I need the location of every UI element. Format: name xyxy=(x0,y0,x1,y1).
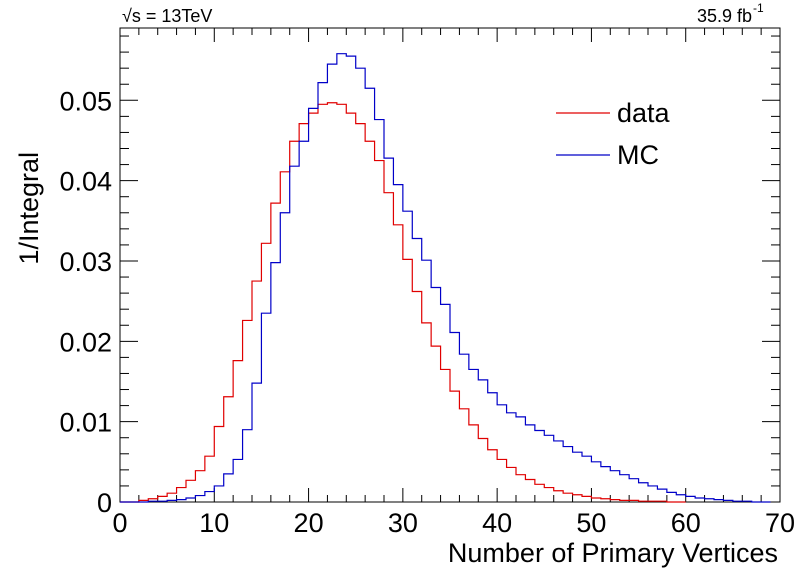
x-tick-label: 30 xyxy=(388,508,418,538)
plot-frame xyxy=(119,27,781,503)
x-tick-label: 70 xyxy=(765,508,795,538)
y-tick-label: 0.04 xyxy=(59,167,112,197)
series-data-histogram xyxy=(120,102,686,503)
legend-label-mc: MC xyxy=(617,140,659,170)
legend: data MC xyxy=(556,98,671,170)
energy-label: √s = 13TeV xyxy=(122,6,212,26)
x-tick-label: 10 xyxy=(199,508,229,538)
x-axis-title: Number of Primary Vertices xyxy=(448,538,778,568)
luminosity-label: 35.9 fb xyxy=(697,6,752,26)
x-tick-labels: 0 10 20 30 40 50 60 70 xyxy=(112,508,795,538)
y-tick-label: 0 xyxy=(97,488,112,518)
series-layer xyxy=(120,53,771,503)
y-tick-label: 0.03 xyxy=(59,247,112,277)
series-mc-histogram xyxy=(120,53,771,503)
y-tick-label: 0.05 xyxy=(59,86,112,116)
x-tick-label: 60 xyxy=(671,508,701,538)
x-tick-label: 0 xyxy=(112,508,127,538)
y-tick-label: 0.02 xyxy=(59,327,112,357)
y-tick-label: 0.01 xyxy=(59,408,112,438)
x-tick-label: 40 xyxy=(482,508,512,538)
x-tick-label: 50 xyxy=(576,508,606,538)
x-tick-label: 20 xyxy=(294,508,324,538)
legend-label-data: data xyxy=(617,98,671,128)
luminosity-exponent: -1 xyxy=(753,1,764,15)
y-tick-labels: 0 0.01 0.02 0.03 0.04 0.05 xyxy=(59,86,112,518)
y-axis-title: 1/Integral xyxy=(14,152,44,265)
axis-ticks xyxy=(119,28,781,503)
